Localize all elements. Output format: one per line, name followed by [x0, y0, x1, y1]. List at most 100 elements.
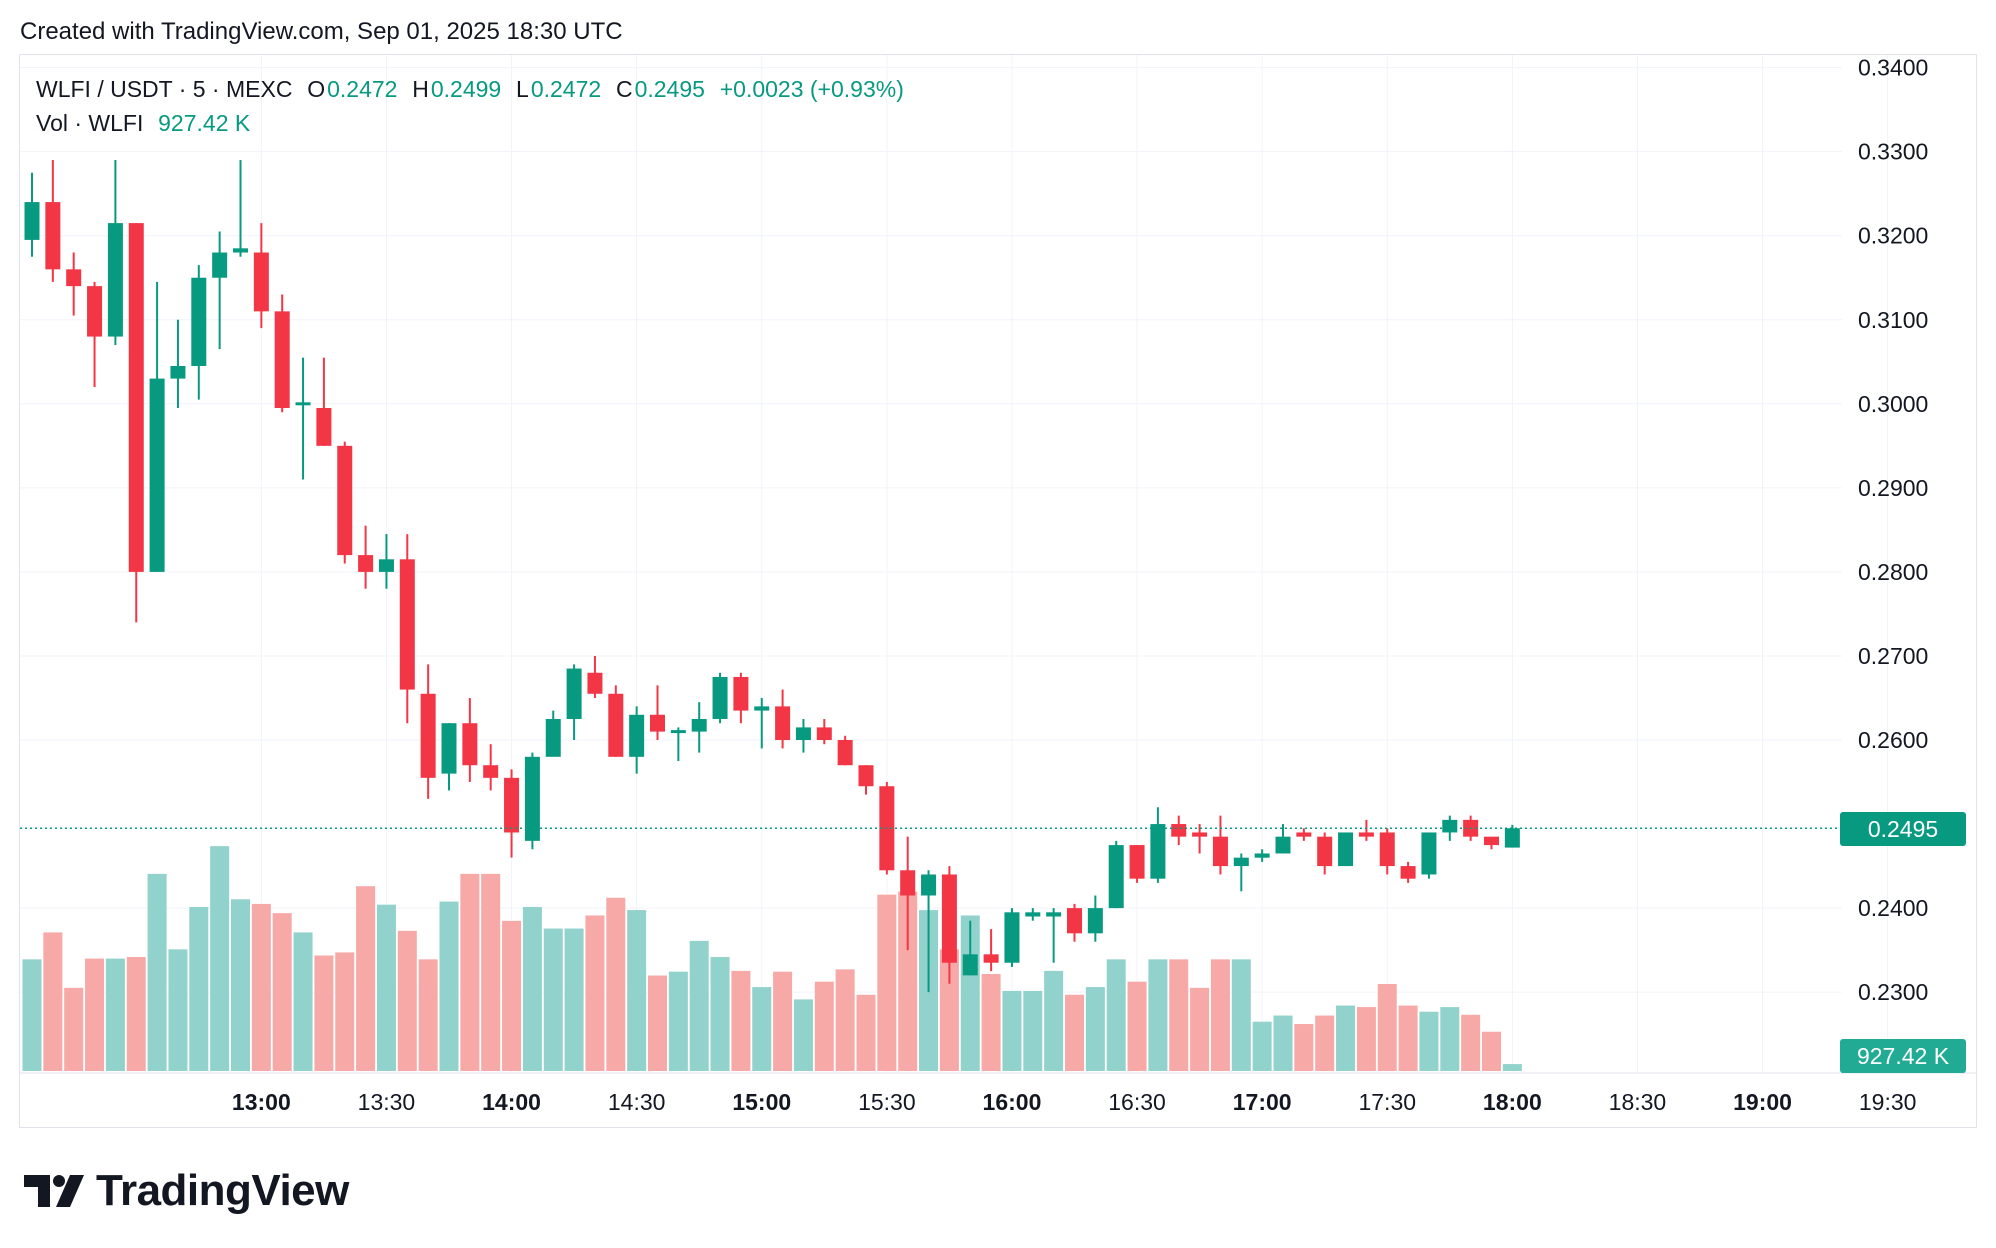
candle-body	[399, 559, 415, 690]
candle-body	[1129, 845, 1145, 879]
volume-bar	[731, 970, 751, 1071]
volume-bar	[356, 886, 376, 1071]
y-tick-label: 0.2800	[1858, 559, 1928, 585]
volume-bar	[1336, 1005, 1356, 1071]
volume-bar	[1398, 1005, 1418, 1071]
volume-bar	[752, 987, 772, 1071]
y-tick-label: 0.2900	[1858, 475, 1928, 501]
volume-bar	[251, 903, 271, 1071]
candle-body	[45, 202, 61, 270]
candle-body	[66, 269, 82, 287]
volume-bar	[481, 873, 501, 1071]
candle-body	[1338, 832, 1354, 867]
candle-body	[691, 718, 707, 732]
candle-body	[712, 676, 728, 719]
candle-body	[858, 765, 874, 787]
y-tick-label: 0.3400	[1858, 55, 1928, 81]
legend-low-label: L	[516, 76, 529, 102]
volume-bar	[1106, 959, 1126, 1071]
candle-body	[212, 252, 228, 278]
candle-body	[587, 672, 603, 694]
y-tick-label: 0.3100	[1858, 307, 1928, 333]
volume-bar	[1169, 959, 1189, 1071]
volume-bar	[85, 958, 105, 1071]
volume-bar	[1002, 990, 1022, 1071]
volume-bar	[1294, 1024, 1314, 1071]
volume-bar	[939, 949, 959, 1071]
y-tick-label: 0.2400	[1858, 895, 1928, 921]
x-tick-label: 14:30	[608, 1089, 666, 1115]
candle-body	[253, 252, 269, 312]
candle-body	[462, 723, 478, 766]
candle-body	[24, 202, 40, 240]
candle-body	[1067, 908, 1082, 934]
candle-body	[754, 706, 770, 711]
volume-bar	[439, 901, 459, 1071]
x-tick-label: 16:00	[983, 1089, 1042, 1115]
volume-bar	[1044, 970, 1064, 1071]
candle-body	[191, 277, 207, 366]
volume-bar	[272, 913, 292, 1071]
volume-bar	[293, 932, 313, 1071]
volume-bar	[773, 971, 793, 1071]
volume-bar	[376, 904, 396, 1071]
volume-bar	[335, 952, 355, 1071]
candle-body	[1171, 824, 1187, 837]
volume-bar	[1065, 994, 1084, 1071]
x-tick-label: 13:30	[358, 1089, 416, 1115]
candle-body	[358, 555, 374, 572]
candle-body	[1233, 857, 1249, 867]
candle-body	[1275, 836, 1291, 854]
candle-body	[1025, 912, 1041, 917]
volume-bar	[502, 920, 522, 1071]
candle-body	[1254, 853, 1270, 858]
candle-body	[962, 954, 978, 976]
volume-bar	[543, 928, 563, 1071]
candle-body	[87, 286, 103, 337]
volume-bar	[43, 932, 63, 1071]
volume-bar	[627, 910, 647, 1071]
volume-bar	[564, 928, 584, 1071]
candle-body	[504, 777, 520, 833]
candle-body	[295, 402, 311, 406]
candle-body	[1296, 832, 1312, 837]
volume-bar	[648, 975, 667, 1071]
volume-bar	[105, 958, 125, 1071]
volume-bar	[981, 973, 1001, 1071]
candle-body	[316, 408, 332, 446]
chart-canvas[interactable]: 0.3400 0.3300 0.3200 0.3100 0.3000 0.2900 0.28…	[0, 0, 1996, 1140]
candle-body	[441, 723, 457, 774]
volume-bar	[460, 873, 480, 1071]
volume-bar	[877, 894, 897, 1071]
x-tick-label: 13:00	[232, 1089, 291, 1115]
candle-body	[1400, 866, 1416, 879]
volume-bar	[606, 897, 626, 1071]
tradingview-wordmark: TradingView	[96, 1166, 349, 1215]
legend-high-value: 0.2499	[430, 76, 502, 102]
legend-volume-value: 927.42 K	[158, 110, 251, 136]
x-tick-label: 15:30	[858, 1089, 916, 1115]
volume-bar	[1085, 987, 1105, 1071]
candle-body	[608, 693, 624, 757]
tradingview-logo-icon	[24, 1175, 84, 1207]
candle-body	[1212, 836, 1228, 867]
volume-bar	[1315, 1015, 1335, 1071]
candle-body	[1150, 824, 1166, 879]
candle-body	[1504, 828, 1520, 848]
candle-body	[545, 718, 561, 757]
candle-body	[170, 365, 186, 379]
volume-bar	[64, 987, 84, 1071]
y-tick-label: 0.3300	[1858, 139, 1928, 165]
tradingview-logo: TradingView	[22, 1166, 349, 1216]
candle-body	[650, 714, 665, 732]
volume-bar	[1148, 959, 1168, 1071]
y-tick-label: 0.2600	[1858, 727, 1928, 753]
volume-bar	[1356, 1007, 1376, 1071]
candle-body	[1004, 912, 1020, 963]
volume-bar	[668, 971, 688, 1071]
legend-high-label: H	[412, 76, 429, 102]
volume-bar	[1252, 1021, 1272, 1071]
candle-body	[274, 311, 290, 409]
volume-bar	[1502, 1064, 1522, 1071]
volume-bar	[1190, 987, 1210, 1071]
